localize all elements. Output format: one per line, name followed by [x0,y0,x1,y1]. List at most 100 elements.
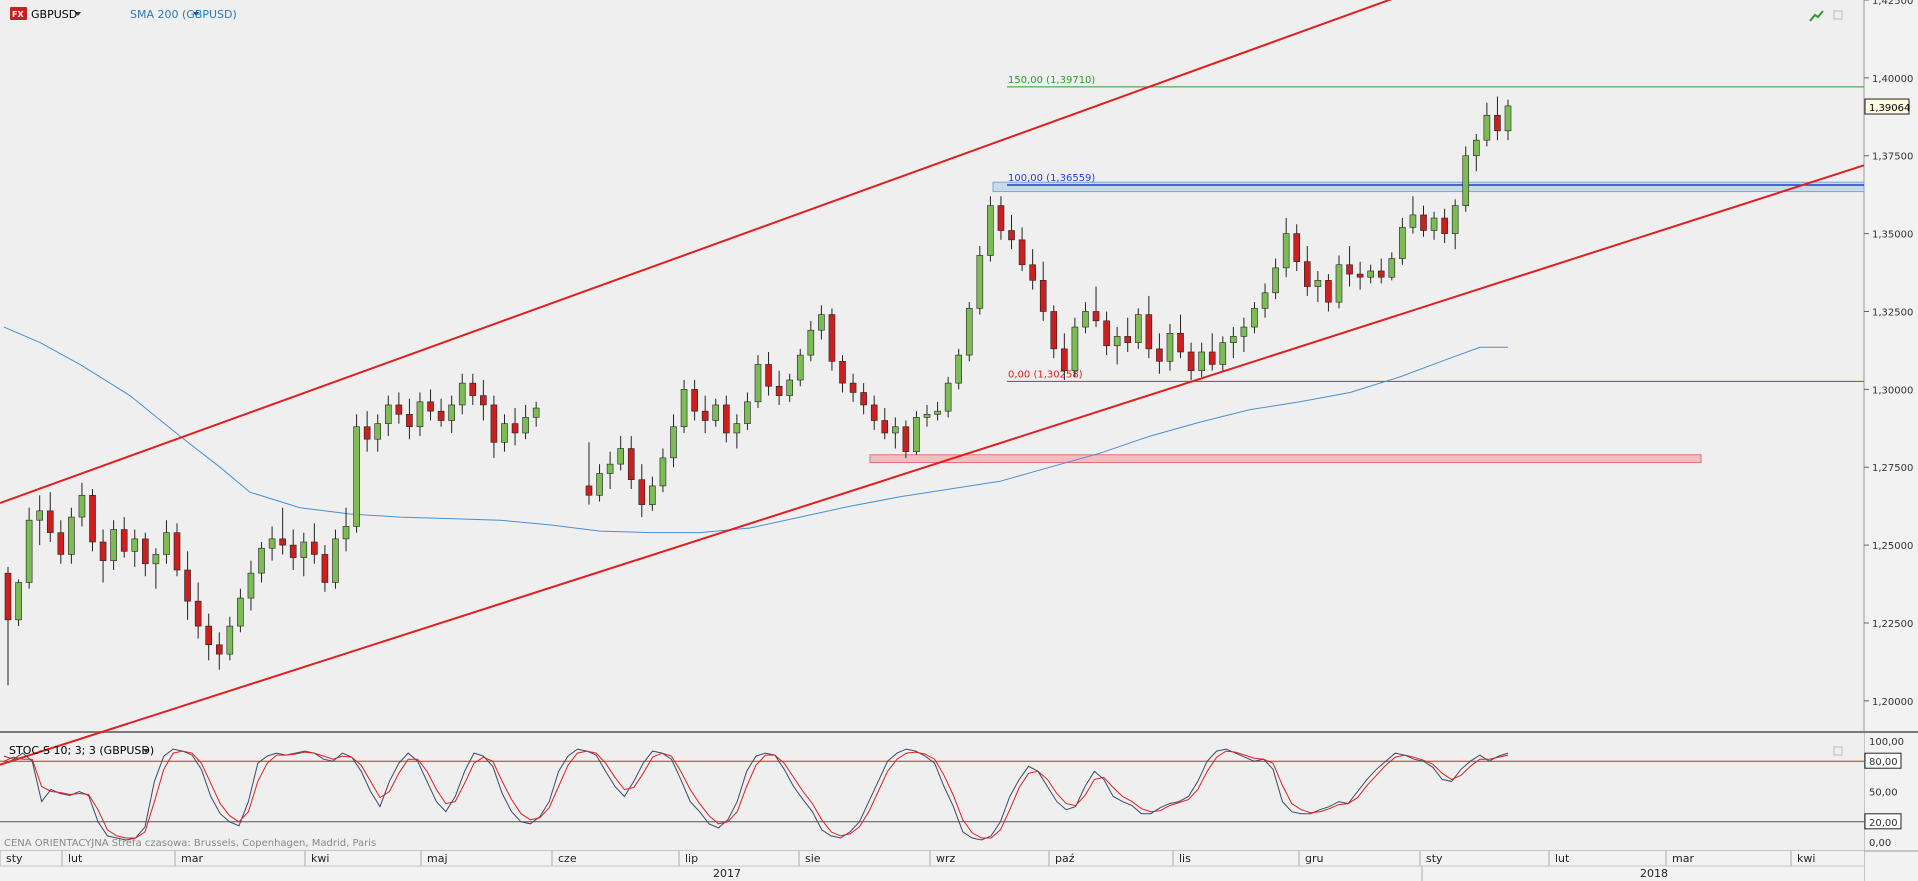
bear-candle[interactable] [585,485,593,496]
bull-candle[interactable] [796,354,804,381]
bull-candle[interactable] [1272,267,1279,294]
bull-candle[interactable] [1198,351,1205,371]
bear-candle[interactable] [1346,264,1353,275]
bull-candle[interactable] [416,401,424,428]
bear-candle[interactable] [184,569,191,602]
bull-candle[interactable] [1113,336,1121,347]
bear-candle[interactable] [881,420,889,434]
bull-candle[interactable] [913,417,920,452]
bear-candle[interactable] [839,361,846,384]
bear-candle[interactable] [627,448,635,480]
bull-candle[interactable] [944,382,952,412]
bull-candle[interactable] [1504,105,1512,132]
bear-candle[interactable] [1029,264,1036,281]
bull-candle[interactable] [754,364,762,403]
bull-candle[interactable] [131,538,139,552]
bull-candle[interactable] [332,538,339,583]
bull-candle[interactable] [110,529,117,561]
bear-candle[interactable] [311,541,318,555]
bull-candle[interactable] [617,448,624,465]
bear-candle[interactable] [1103,320,1110,347]
bull-candle[interactable] [458,382,466,406]
bear-candle[interactable] [1124,336,1132,343]
bull-candle[interactable] [987,205,994,256]
bull-candle[interactable] [1071,326,1079,371]
bear-candle[interactable] [1145,314,1153,350]
bear-candle[interactable] [480,395,487,406]
bear-candle[interactable] [321,554,329,583]
support-zone[interactable] [869,454,1702,464]
bull-candle[interactable] [1388,258,1396,278]
bull-candle[interactable] [1261,292,1269,309]
channel-lower-line[interactable] [0,164,1865,766]
bull-candle[interactable] [501,423,508,443]
bear-candle[interactable] [1177,332,1184,353]
bull-candle[interactable] [1473,139,1480,157]
bull-candle[interactable] [1409,214,1417,228]
bull-candle[interactable] [522,417,529,434]
bull-candle[interactable] [1399,227,1406,259]
bear-candle[interactable] [849,382,857,393]
bear-candle[interactable] [1441,217,1448,234]
bear-candle[interactable] [765,364,772,387]
bear-candle[interactable] [1420,214,1427,231]
bull-candle[interactable] [1430,217,1438,231]
stoch-maximize-icon[interactable] [1833,746,1843,756]
bull-candle[interactable] [680,389,688,428]
bull-candle[interactable] [1367,270,1374,278]
bull-candle[interactable] [300,541,308,558]
bear-candle[interactable] [691,389,698,412]
bear-candle[interactable] [1303,261,1311,287]
bull-candle[interactable] [659,457,667,487]
bear-candle[interactable] [1377,270,1385,278]
bear-candle[interactable] [828,314,836,362]
bear-candle[interactable] [363,426,371,440]
pane-maximize-icon[interactable] [1833,10,1843,20]
stoch-indicator-label[interactable]: STOC-S 10; 3; 3 (GBPUSD) [9,744,155,757]
bull-candle[interactable] [1251,308,1258,328]
bull-candle[interactable] [1230,336,1237,343]
bear-candle[interactable] [89,494,96,543]
bull-candle[interactable] [923,413,931,418]
bear-candle[interactable] [99,541,107,561]
bear-candle[interactable] [406,413,413,428]
bear-candle[interactable] [427,401,434,412]
bear-candle[interactable] [142,538,149,565]
bull-candle[interactable] [15,582,22,621]
bear-candle[interactable] [1156,348,1163,362]
bear-candle[interactable] [173,532,181,571]
bull-candle[interactable] [649,485,656,505]
bear-candle[interactable] [723,404,730,434]
bull-candle[interactable] [744,401,751,424]
bull-candle[interactable] [532,407,540,418]
bear-candle[interactable] [1187,351,1195,371]
bull-candle[interactable] [807,329,815,356]
sma-200-line[interactable] [3,326,1508,534]
bull-candle[interactable] [448,404,455,421]
symbol-dropdown-icon[interactable] [75,12,81,16]
bull-candle[interactable] [374,423,382,440]
bull-candle[interactable] [237,597,244,627]
bull-candle[interactable] [1134,314,1142,343]
bull-candle[interactable] [152,554,160,565]
bull-candle[interactable] [1462,155,1470,206]
bear-candle[interactable] [4,572,12,621]
bull-candle[interactable] [1483,114,1491,141]
bear-candle[interactable] [205,625,213,646]
bear-candle[interactable] [279,538,286,546]
bear-candle[interactable] [902,426,910,452]
bull-candle[interactable] [1314,280,1322,287]
bear-candle[interactable] [120,529,128,552]
bear-candle[interactable] [1008,230,1015,241]
resistance-zone[interactable] [992,181,1865,193]
trend-tool-icon[interactable] [1809,10,1824,22]
stoch-k-line[interactable] [3,748,1509,841]
sma-indicator-label[interactable]: SMA 200 (GBPUSD) [130,8,237,21]
bear-candle[interactable] [638,479,646,505]
bear-candle[interactable] [1208,351,1216,365]
sma-dropdown-icon[interactable] [193,12,199,16]
stoch-dropdown-icon[interactable] [143,749,149,753]
bear-candle[interactable] [701,410,709,421]
bear-candle[interactable] [870,404,878,421]
